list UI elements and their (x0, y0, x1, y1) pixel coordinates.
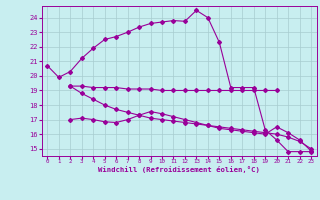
X-axis label: Windchill (Refroidissement éolien,°C): Windchill (Refroidissement éolien,°C) (98, 166, 260, 173)
